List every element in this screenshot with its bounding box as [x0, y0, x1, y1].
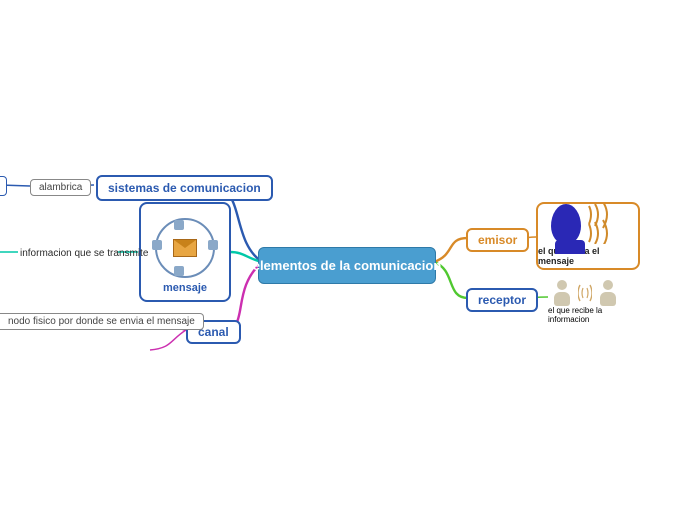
node-mensaje[interactable]: mensaje: [139, 202, 231, 302]
node-receptor[interactable]: receptor: [466, 288, 538, 312]
node-stub-left-top: [0, 176, 7, 196]
node-emisor-caption: el que envia el mensaje: [538, 246, 638, 266]
receptor-icon: [554, 280, 616, 306]
node-receptor-caption: el que recibe la informacion: [548, 306, 622, 324]
node-emisor[interactable]: emisor: [466, 228, 529, 252]
node-emisor-image[interactable]: el que envia el mensaje: [536, 202, 640, 270]
central-node[interactable]: elementos de la comunicacion: [258, 247, 436, 284]
node-mensaje-label: mensaje: [163, 282, 207, 294]
edge-canal-stub: [150, 330, 186, 350]
node-alambrica[interactable]: alambrica: [30, 179, 91, 196]
node-canal-desc: nodo fisico por donde se envia el mensaj…: [0, 313, 204, 330]
mensaje-icon: [150, 218, 220, 278]
node-sistemas[interactable]: sistemas de comunicacion: [96, 175, 273, 201]
speaker-icon: [551, 204, 625, 244]
node-mensaje-desc: informacion que se transmite: [20, 248, 148, 259]
node-receptor-image[interactable]: el que recibe la informacion: [548, 280, 622, 324]
